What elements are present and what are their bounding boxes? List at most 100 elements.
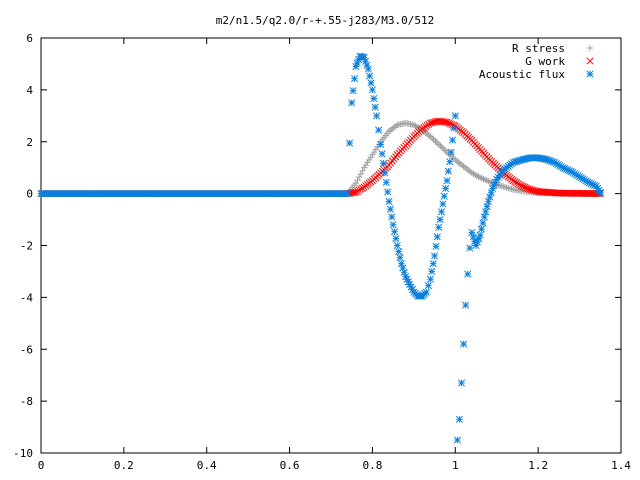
data-point bbox=[364, 65, 372, 73]
data-point bbox=[346, 139, 354, 147]
data-point bbox=[440, 145, 447, 153]
data-point bbox=[375, 126, 383, 134]
data-point bbox=[439, 200, 447, 208]
y-tick-label: 0 bbox=[26, 188, 33, 201]
data-point bbox=[489, 184, 497, 192]
data-point bbox=[367, 79, 375, 87]
y-tick-label: -4 bbox=[20, 291, 34, 304]
data-point bbox=[390, 228, 399, 236]
data-point bbox=[496, 182, 504, 189]
data-point bbox=[432, 242, 440, 250]
data-point bbox=[486, 193, 494, 201]
x-tick-label: 0.2 bbox=[114, 459, 134, 472]
data-point bbox=[422, 288, 430, 296]
x-tick-label: 1 bbox=[452, 459, 459, 472]
data-point bbox=[349, 87, 357, 95]
data-point bbox=[436, 216, 444, 224]
data-point bbox=[430, 136, 437, 143]
data-point bbox=[476, 231, 484, 239]
data-point bbox=[366, 72, 374, 80]
data-point bbox=[397, 260, 405, 268]
data-point bbox=[460, 340, 468, 348]
data-point bbox=[344, 190, 352, 198]
y-tick-label: -2 bbox=[20, 240, 33, 253]
data-point bbox=[389, 221, 397, 229]
legend-marker bbox=[586, 44, 594, 52]
data-point bbox=[438, 144, 446, 151]
y-tick-label: -10 bbox=[13, 447, 33, 460]
data-point bbox=[359, 167, 366, 174]
data-point bbox=[384, 188, 392, 196]
data-point bbox=[596, 188, 604, 196]
data-point bbox=[399, 264, 407, 272]
y-tick-label: 6 bbox=[26, 32, 33, 45]
data-point bbox=[477, 225, 486, 233]
data-point bbox=[487, 189, 495, 197]
x-tick-label: 0.4 bbox=[197, 459, 217, 472]
data-point bbox=[448, 136, 457, 144]
data-point bbox=[453, 436, 461, 444]
x-tick-label: 1.4 bbox=[611, 459, 631, 472]
data-point bbox=[395, 247, 403, 256]
data-point bbox=[381, 169, 389, 177]
data-point bbox=[443, 177, 451, 185]
data-point bbox=[446, 158, 454, 166]
data-point bbox=[424, 282, 432, 290]
data-point bbox=[444, 167, 452, 175]
series-acoustic-flux bbox=[37, 52, 604, 444]
data-point bbox=[479, 219, 487, 227]
x-tick-label: 0.6 bbox=[280, 459, 300, 472]
data-point bbox=[442, 184, 450, 192]
data-point bbox=[455, 415, 463, 423]
y-tick-label: -8 bbox=[20, 395, 33, 408]
data-point bbox=[457, 379, 466, 387]
data-point bbox=[483, 203, 491, 211]
data-point bbox=[373, 112, 381, 120]
data-point bbox=[386, 205, 394, 213]
x-tick-label: 1.2 bbox=[528, 459, 548, 472]
data-point bbox=[462, 301, 470, 309]
data-point bbox=[428, 134, 436, 142]
data-point bbox=[464, 270, 472, 278]
data-point bbox=[371, 103, 379, 111]
data-point bbox=[354, 176, 361, 184]
data-point bbox=[426, 275, 434, 283]
data-point bbox=[370, 94, 378, 103]
data-point bbox=[355, 173, 363, 181]
data-point bbox=[450, 124, 458, 132]
data-point bbox=[400, 268, 408, 276]
data-point bbox=[388, 213, 396, 221]
data-point bbox=[451, 112, 459, 120]
legend-marker bbox=[586, 57, 594, 65]
data-point bbox=[442, 147, 449, 154]
data-point bbox=[498, 182, 505, 190]
data-point bbox=[377, 140, 385, 148]
data-point bbox=[482, 208, 490, 216]
data-point bbox=[447, 148, 455, 156]
axes-ticks: 0 0.2 0.4 0.6 0.8 1 1.2 1.4 6 4 2 0 -2 -4 -6 -8 -10 bbox=[13, 32, 631, 472]
data-point bbox=[432, 138, 439, 145]
data-point bbox=[385, 197, 393, 205]
data-point bbox=[379, 159, 388, 167]
data-point bbox=[382, 178, 390, 186]
data-point bbox=[378, 150, 386, 158]
chart-title: m2/n1.5/q2.0/r-+.55-j283/M3.0/512 bbox=[216, 14, 435, 27]
data-point bbox=[480, 213, 488, 221]
legend-marker bbox=[586, 70, 594, 78]
data-point bbox=[435, 141, 442, 148]
y-tick-label: 2 bbox=[26, 136, 33, 149]
data-point bbox=[466, 244, 474, 252]
x-tick-label: 0 bbox=[38, 459, 45, 472]
data-marks bbox=[37, 52, 604, 444]
data-point bbox=[469, 233, 477, 241]
data-point bbox=[357, 170, 365, 178]
data-point bbox=[500, 183, 507, 190]
plot-frame bbox=[40, 37, 622, 454]
data-point bbox=[431, 252, 439, 260]
y-tick-label: 4 bbox=[26, 84, 33, 97]
data-point bbox=[396, 254, 404, 262]
legend-label: G work bbox=[525, 55, 565, 68]
data-point bbox=[392, 235, 400, 243]
data-point bbox=[437, 142, 444, 150]
